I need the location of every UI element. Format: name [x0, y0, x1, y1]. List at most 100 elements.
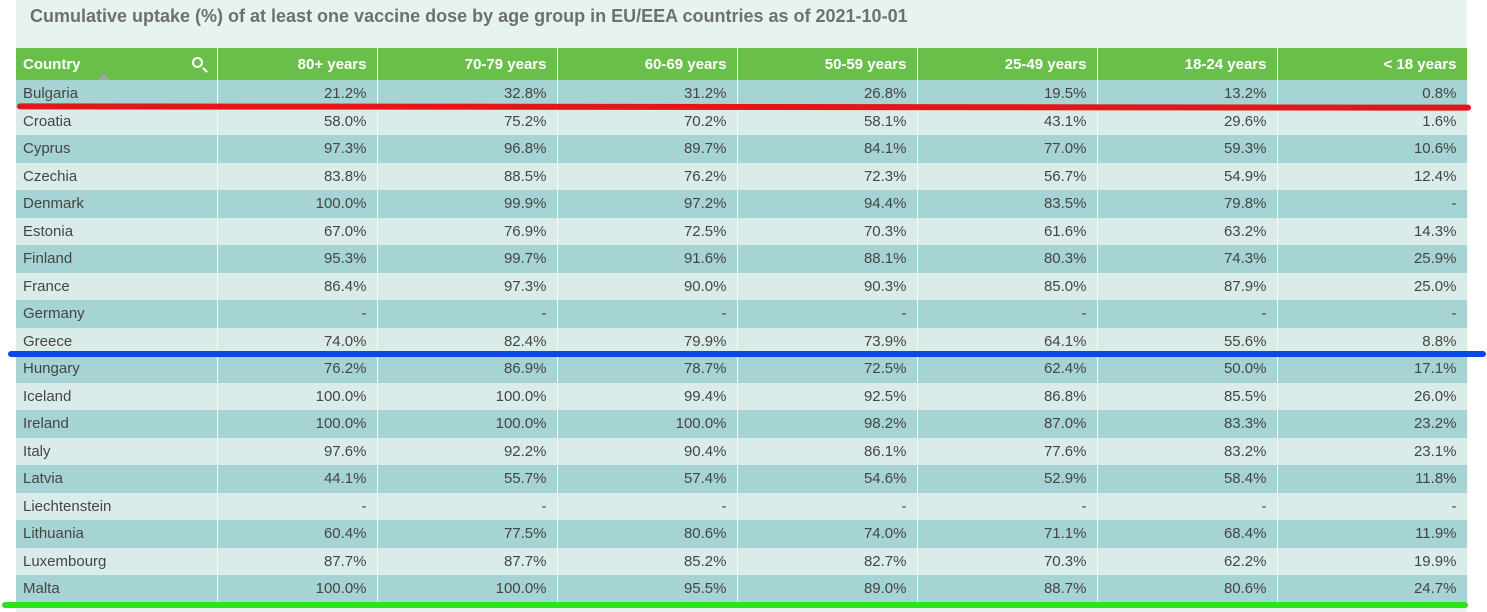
uptake-cell: -	[737, 492, 918, 520]
table-row[interactable]: Estonia 67.0% 76.9% 72.5% 70.3% 61.6% 63.2% 14.…	[16, 217, 1468, 245]
table-row[interactable]: Greece 74.0% 82.4% 79.9% 73.9% 64.1% 55.6% 8.8%	[16, 327, 1468, 355]
uptake-cell: 89.7%	[557, 135, 738, 163]
table-row[interactable]: Ireland 100.0% 100.0% 100.0% 98.2% 87.0% 83.3%…	[16, 410, 1468, 438]
uptake-cell: 77.0%	[917, 135, 1098, 163]
uptake-cell: -	[737, 300, 918, 328]
uptake-cell: 83.3%	[1097, 410, 1278, 438]
uptake-cell: 29.6%	[1097, 107, 1278, 135]
uptake-cell: 82.7%	[737, 547, 918, 575]
uptake-cell: 23.1%	[1277, 437, 1468, 465]
column-header-25-49[interactable]: 25-49 years	[917, 48, 1098, 80]
uptake-cell: 0.8%	[1277, 80, 1468, 108]
table-row[interactable]: Croatia 58.0% 75.2% 70.2% 58.1% 43.1% 29.6% 1.6…	[16, 107, 1468, 135]
uptake-cell: 86.8%	[917, 382, 1098, 410]
uptake-cell: 100.0%	[217, 382, 378, 410]
uptake-cell: -	[217, 300, 378, 328]
table-row[interactable]: Lithuania 60.4% 77.5% 80.6% 74.0% 71.1% 68.4% 1…	[16, 520, 1468, 548]
uptake-cell: 100.0%	[377, 410, 558, 438]
column-header-under-18[interactable]: < 18 years	[1277, 48, 1468, 80]
uptake-cell: -	[377, 492, 558, 520]
uptake-cell: 79.9%	[557, 327, 738, 355]
column-header-country[interactable]: Country	[16, 48, 218, 80]
uptake-cell: 72.5%	[737, 355, 918, 383]
table-row[interactable]: Hungary 76.2% 86.9% 78.7% 72.5% 62.4% 50.0% 17.…	[16, 355, 1468, 383]
uptake-cell: 43.1%	[917, 107, 1098, 135]
uptake-cell: 44.1%	[217, 465, 378, 493]
table-row[interactable]: Liechtenstein - - - - - - -	[16, 492, 1468, 520]
country-cell: Liechtenstein	[16, 492, 218, 520]
uptake-cell: 17.1%	[1277, 355, 1468, 383]
uptake-cell: 86.9%	[377, 355, 558, 383]
country-cell: Hungary	[16, 355, 218, 383]
search-icon[interactable]	[191, 57, 203, 68]
uptake-cell: 94.4%	[737, 190, 918, 218]
uptake-cell: 95.5%	[557, 575, 738, 603]
table-row[interactable]: Malta 100.0% 100.0% 95.5% 89.0% 88.7% 80.6% 24.…	[16, 575, 1468, 603]
uptake-cell: 100.0%	[217, 410, 378, 438]
uptake-cell: -	[217, 492, 378, 520]
sort-ascending-icon[interactable]	[98, 73, 110, 80]
green-highlight-line	[2, 602, 1468, 608]
uptake-cell: 76.2%	[557, 162, 738, 190]
table-row[interactable]: Czechia 83.8% 88.5% 76.2% 72.3% 56.7% 54.9% 12.…	[16, 162, 1468, 190]
blue-highlight-line	[8, 351, 1486, 357]
uptake-cell: 80.6%	[557, 520, 738, 548]
table-row[interactable]: Iceland 100.0% 100.0% 99.4% 92.5% 86.8% 85.5% 2…	[16, 382, 1468, 410]
column-header-80-plus[interactable]: 80+ years	[217, 48, 378, 80]
country-cell: Malta	[16, 575, 218, 603]
uptake-cell: 13.2%	[1097, 80, 1278, 108]
uptake-cell: 99.9%	[377, 190, 558, 218]
uptake-cell: 72.5%	[557, 217, 738, 245]
country-cell: Germany	[16, 300, 218, 328]
column-header-70-79[interactable]: 70-79 years	[377, 48, 558, 80]
uptake-cell: 87.7%	[377, 547, 558, 575]
uptake-cell: 70.2%	[557, 107, 738, 135]
uptake-cell: 92.5%	[737, 382, 918, 410]
uptake-cell: 70.3%	[737, 217, 918, 245]
table-row[interactable]: Germany - - - - - - -	[16, 300, 1468, 328]
table-row[interactable]: Cyprus 97.3% 96.8% 89.7% 84.1% 77.0% 59.3% 10.6…	[16, 135, 1468, 163]
uptake-cell: 87.7%	[217, 547, 378, 575]
uptake-cell: 26.0%	[1277, 382, 1468, 410]
page-title: Cumulative uptake (%) of at least one va…	[30, 6, 908, 26]
column-header-60-69[interactable]: 60-69 years	[557, 48, 738, 80]
uptake-cell: 95.3%	[217, 245, 378, 273]
uptake-cell: 54.9%	[1097, 162, 1278, 190]
uptake-cell: 10.6%	[1277, 135, 1468, 163]
table-row[interactable]: Finland 95.3% 99.7% 91.6% 88.1% 80.3% 74.3% 25.…	[16, 245, 1468, 273]
uptake-cell: -	[917, 300, 1098, 328]
uptake-cell: 56.7%	[917, 162, 1098, 190]
table-row[interactable]: Denmark 100.0% 99.9% 97.2% 94.4% 83.5% 79.8% -	[16, 190, 1468, 218]
uptake-cell: 97.6%	[217, 437, 378, 465]
table-row[interactable]: France 86.4% 97.3% 90.0% 90.3% 85.0% 87.9% 25.0…	[16, 272, 1468, 300]
uptake-cell: 100.0%	[217, 575, 378, 603]
uptake-cell: 77.5%	[377, 520, 558, 548]
table-row[interactable]: Italy 97.6% 92.2% 90.4% 86.1% 77.6% 83.2% 23.1%	[16, 437, 1468, 465]
uptake-cell: 12.4%	[1277, 162, 1468, 190]
table-row[interactable]: Bulgaria 21.2% 32.8% 31.2% 26.8% 19.5% 13.2% 0.…	[16, 80, 1468, 108]
uptake-cell: -	[377, 300, 558, 328]
uptake-cell: 99.4%	[557, 382, 738, 410]
uptake-cell: 72.3%	[737, 162, 918, 190]
uptake-cell: 61.6%	[917, 217, 1098, 245]
uptake-cell: 83.2%	[1097, 437, 1278, 465]
column-header-18-24[interactable]: 18-24 years	[1097, 48, 1278, 80]
uptake-cell: 31.2%	[557, 80, 738, 108]
country-cell: Bulgaria	[16, 80, 218, 108]
table-row[interactable]: Latvia 44.1% 55.7% 57.4% 54.6% 52.9% 58.4% 11.8…	[16, 465, 1468, 493]
uptake-cell: 87.9%	[1097, 272, 1278, 300]
uptake-cell: 74.3%	[1097, 245, 1278, 273]
uptake-cell: 59.3%	[1097, 135, 1278, 163]
country-cell: Luxembourg	[16, 547, 218, 575]
uptake-cell: 88.5%	[377, 162, 558, 190]
uptake-cell: 74.0%	[737, 520, 918, 548]
uptake-cell: 85.2%	[557, 547, 738, 575]
uptake-cell: 54.6%	[737, 465, 918, 493]
uptake-cell: 77.6%	[917, 437, 1098, 465]
uptake-cell: 26.8%	[737, 80, 918, 108]
uptake-cell: 79.8%	[1097, 190, 1278, 218]
uptake-cell: 60.4%	[217, 520, 378, 548]
country-cell: Lithuania	[16, 520, 218, 548]
column-header-50-59[interactable]: 50-59 years	[737, 48, 918, 80]
table-row[interactable]: Luxembourg 87.7% 87.7% 85.2% 82.7% 70.3% 62.2%…	[16, 547, 1468, 575]
